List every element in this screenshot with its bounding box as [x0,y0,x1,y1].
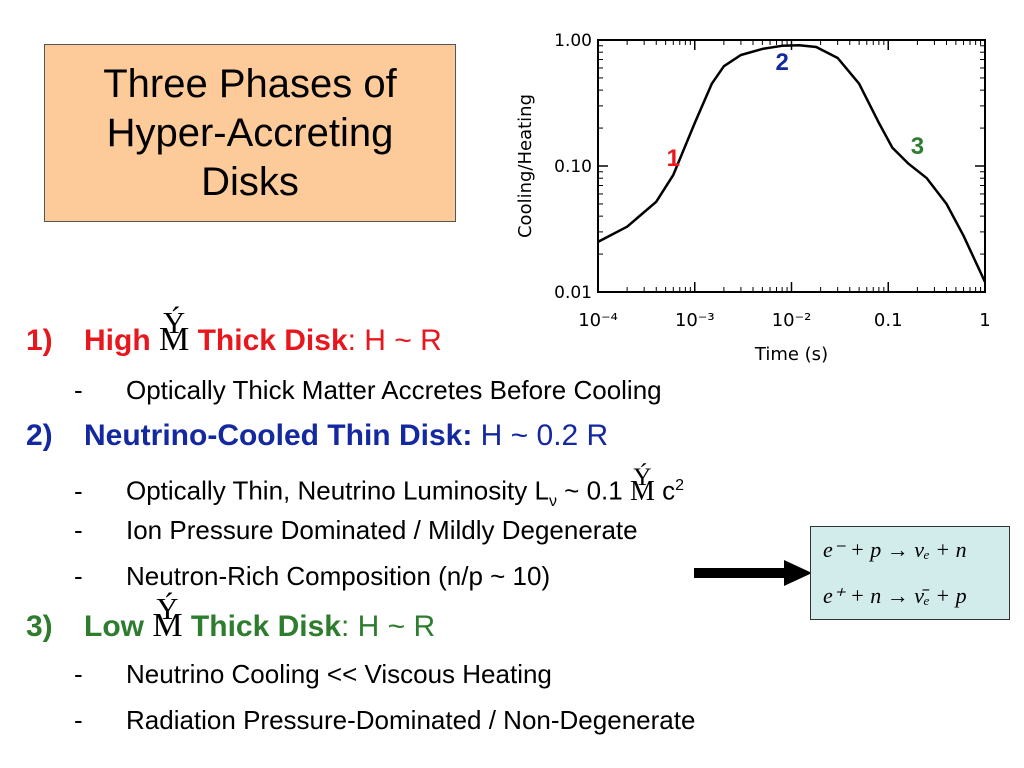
bullet-dash: - [74,561,83,591]
phase-3-name: Thick Disk [190,610,341,643]
phase-2-number: 2) [26,419,53,452]
bullet-dash: - [74,515,83,545]
phase-2-sub-3: - Neutron-Rich Composition (n/p ~ 10) [74,560,550,592]
y-tick-label: 0.01 [554,283,592,303]
title-box: Three Phases of Hyper-Accreting Disks [44,44,456,222]
phase-2-rest: H ~ 0.2 R [472,419,609,452]
sub-text: Optically Thick Matter Accretes Before C… [126,375,662,405]
phase-3-annotation: 3 [911,133,924,160]
phase-3-sub-1: - Neutrino Cooling << Viscous Heating [74,658,552,690]
squared-superscript: 2 [675,477,684,494]
title-line-2: Hyper-Accreting [106,110,394,155]
sub-text: Optically Thin, Neutrino Luminosity L [126,475,549,506]
mdot-dot: Ý [633,463,652,491]
phase-1-sub-1: - Optically Thick Matter Accretes Before … [74,374,662,406]
plot-frame [597,39,986,293]
title-line-3: Disks [201,159,299,204]
bullet-dash: - [74,475,83,506]
x-axis-label: Time (s) [754,344,828,365]
bullet-dash: - [74,705,83,735]
x-tick-label: 10⁻³ [675,310,715,331]
phase-1-annotation: 1 [667,145,680,172]
sub-text-mid: ~ 0.1 [556,475,630,506]
sub-text: Ion Pressure Dominated / Mildly Degenera… [126,515,638,545]
x-tick-label: 10⁻² [772,310,812,331]
phase-1-number: 1) [26,324,53,357]
y-axis-label: Cooling/Heating [515,94,536,238]
equation-2: e⁺ + n → ν̄ₑ + p [823,583,967,608]
sub-text-tail: c [654,475,676,506]
phase-1-name: Thick Disk [197,324,348,357]
cooling-heating-chart: 10⁻⁴ 10⁻³ 10⁻² 0.1 1 1.00 0.10 0.01 Time (s) Cool… [515,31,991,365]
sub-text: Neutrino Cooling << Viscous Heating [126,659,552,689]
bullet-dash: - [74,375,83,405]
bullet-dash: - [74,659,83,689]
sub-text: Radiation Pressure-Dominated / Non-Degen… [126,705,696,735]
mdot-dot: Ý [156,592,179,627]
mdot-letter: M [629,475,655,507]
phase-2-sub-1: - Optically Thin, Neutrino Luminosity Lν … [74,464,684,518]
cooling-heating-series-line [597,43,987,283]
x-tick-label: 0.1 [874,310,903,331]
phase-2: 2) Neutrino-Cooled Thin Disk: H ~ 0.2 R [26,418,608,454]
phase-2-sub-2: - Ion Pressure Dominated / Mildly Degener… [74,514,638,546]
phase-1-rest: : H ~ R [347,324,442,357]
phase-2-name: Neutrino-Cooled Thin Disk: [84,419,473,452]
mdot-letter: M [152,607,183,644]
phase-1-prefix: High [84,324,151,357]
sub-text: Neutron-Rich Composition (n/p ~ 10) [126,561,551,591]
mdot-dot: Ý [163,306,186,341]
y-tick-label: 0.10 [554,157,592,177]
phase-3-sub-2: - Radiation Pressure-Dominated / Non-Dege… [74,704,695,736]
phase-3-rest: : H ~ R [340,610,436,643]
phase-2-annotation: 2 [775,49,788,76]
y-tick-label: 1.00 [554,31,592,51]
slide-title: Three Phases of Hyper-Accreting Disks [103,60,397,207]
title-line-1: Three Phases of [103,61,397,106]
x-tick-label: 1 [979,310,990,331]
x-tick-label: 10⁻⁴ [578,310,618,331]
arrow-icon [694,560,812,586]
phase-3-number: 3) [26,610,53,643]
equation-1: e⁻ + p → νₑ + n [823,537,967,562]
nu-subscript: ν [548,492,557,510]
mdot-letter: M [159,321,190,358]
reaction-equations-box: e⁻ + p → νₑ + n e⁺ + n → ν̄ₑ + p [810,526,1010,620]
phase-3-prefix: Low [84,610,144,643]
